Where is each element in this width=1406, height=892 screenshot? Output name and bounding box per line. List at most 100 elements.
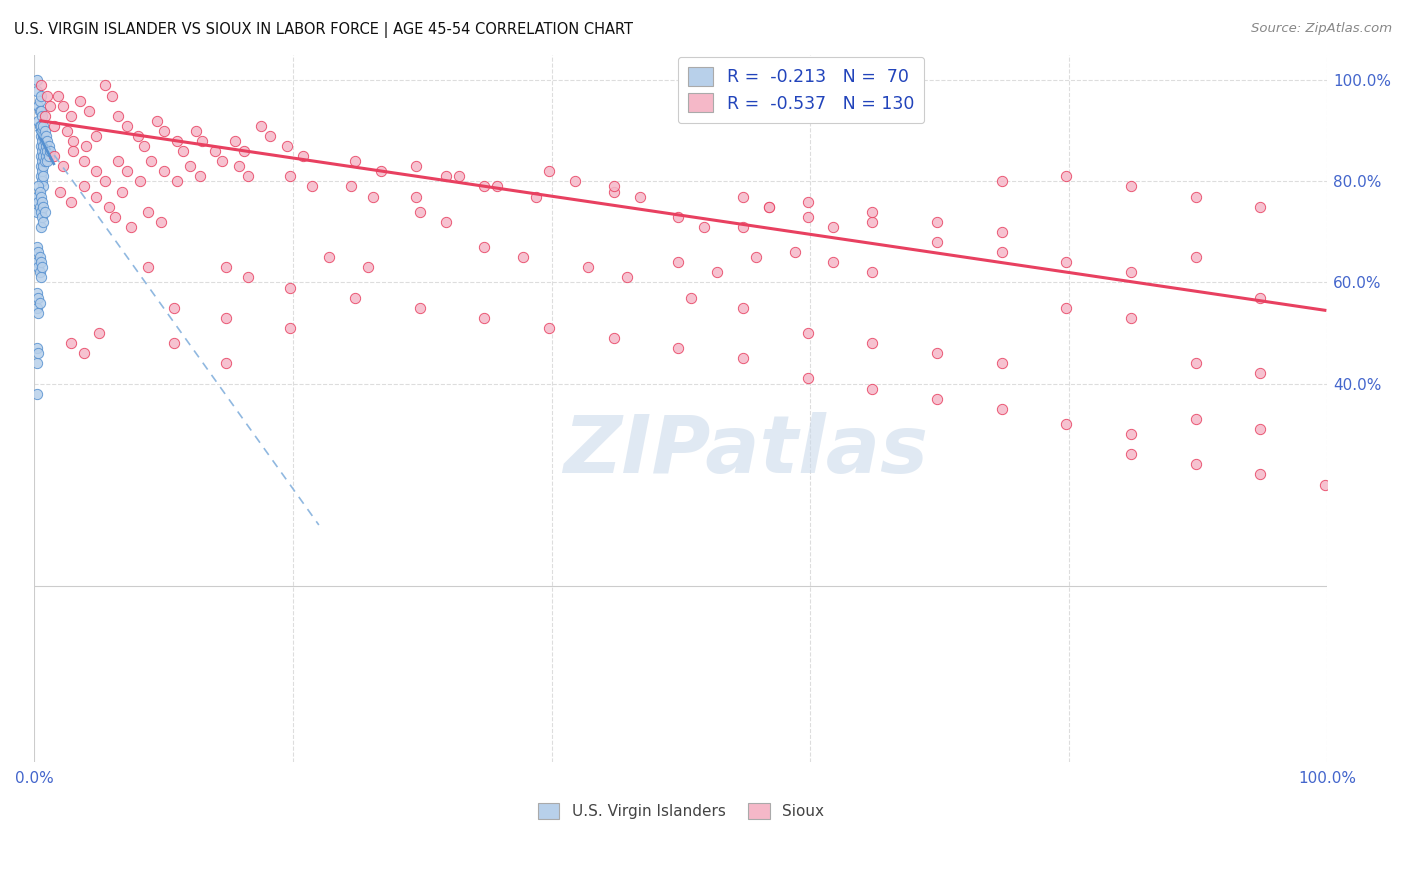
Point <box>731 301 754 315</box>
Point <box>72 179 94 194</box>
Point <box>34 109 56 123</box>
Point <box>42 119 65 133</box>
Point <box>31 144 53 158</box>
Point <box>62 144 84 158</box>
Point <box>191 134 214 148</box>
Point <box>172 144 194 158</box>
Point <box>215 356 238 370</box>
Point <box>37 144 59 158</box>
Point <box>745 250 768 264</box>
Point <box>28 94 51 108</box>
Point <box>666 255 689 269</box>
Point <box>25 285 48 300</box>
Point <box>344 154 367 169</box>
Point <box>340 179 363 194</box>
Point <box>472 179 495 194</box>
Point <box>86 164 108 178</box>
Point <box>524 189 547 203</box>
Point <box>602 185 624 199</box>
Point <box>25 255 48 269</box>
Point <box>1054 169 1077 184</box>
Point <box>32 169 55 184</box>
Point <box>990 356 1012 370</box>
Point <box>120 219 142 234</box>
Point <box>34 124 56 138</box>
Point <box>224 134 246 148</box>
Point <box>301 179 323 194</box>
Point <box>925 215 948 229</box>
Point <box>405 159 427 173</box>
Point <box>32 119 55 133</box>
Point <box>602 331 624 345</box>
Point <box>46 88 69 103</box>
Point <box>129 174 152 188</box>
Point <box>30 149 52 163</box>
Point <box>38 144 60 158</box>
Point <box>38 149 60 163</box>
Point <box>146 113 169 128</box>
Point <box>72 346 94 360</box>
Point <box>249 119 271 133</box>
Point <box>166 174 188 188</box>
Point <box>72 154 94 169</box>
Point <box>990 245 1012 260</box>
Point <box>731 351 754 366</box>
Point <box>34 154 56 169</box>
Point <box>30 88 52 103</box>
Point <box>318 250 340 264</box>
Point <box>228 159 250 173</box>
Point <box>136 260 159 275</box>
Point <box>38 98 60 112</box>
Point <box>49 185 72 199</box>
Point <box>486 179 509 194</box>
Point <box>30 204 52 219</box>
Point <box>292 149 315 163</box>
Point <box>211 154 233 169</box>
Point <box>27 113 49 128</box>
Point <box>796 326 818 340</box>
Point <box>666 210 689 224</box>
Point <box>30 255 52 269</box>
Point <box>30 219 52 234</box>
Point <box>28 200 51 214</box>
Point <box>163 301 186 315</box>
Point <box>52 98 75 112</box>
Point <box>28 265 51 279</box>
Point <box>30 128 52 143</box>
Point <box>472 310 495 325</box>
Point <box>1184 250 1206 264</box>
Point <box>361 189 384 203</box>
Point <box>25 356 48 370</box>
Point <box>666 341 689 355</box>
Point <box>32 149 55 163</box>
Point <box>990 174 1012 188</box>
Point <box>236 270 259 285</box>
Point <box>512 250 534 264</box>
Point <box>101 88 124 103</box>
Point <box>30 159 52 173</box>
Point <box>163 336 186 351</box>
Point <box>357 260 380 275</box>
Point <box>34 144 56 158</box>
Point <box>796 371 818 385</box>
Point <box>215 310 238 325</box>
Point <box>152 164 174 178</box>
Point <box>1119 427 1142 442</box>
Point <box>990 401 1012 416</box>
Point <box>232 144 254 158</box>
Point <box>32 200 55 214</box>
Point <box>117 164 139 178</box>
Point <box>32 179 55 194</box>
Text: Source: ZipAtlas.com: Source: ZipAtlas.com <box>1251 22 1392 36</box>
Point <box>25 189 48 203</box>
Point <box>31 134 53 148</box>
Point <box>823 219 845 234</box>
Point <box>1184 412 1206 426</box>
Point <box>37 88 59 103</box>
Point <box>1119 447 1142 461</box>
Point <box>280 169 302 184</box>
Point <box>860 215 883 229</box>
Point <box>31 109 53 123</box>
Point <box>447 169 470 184</box>
Point <box>860 382 883 396</box>
